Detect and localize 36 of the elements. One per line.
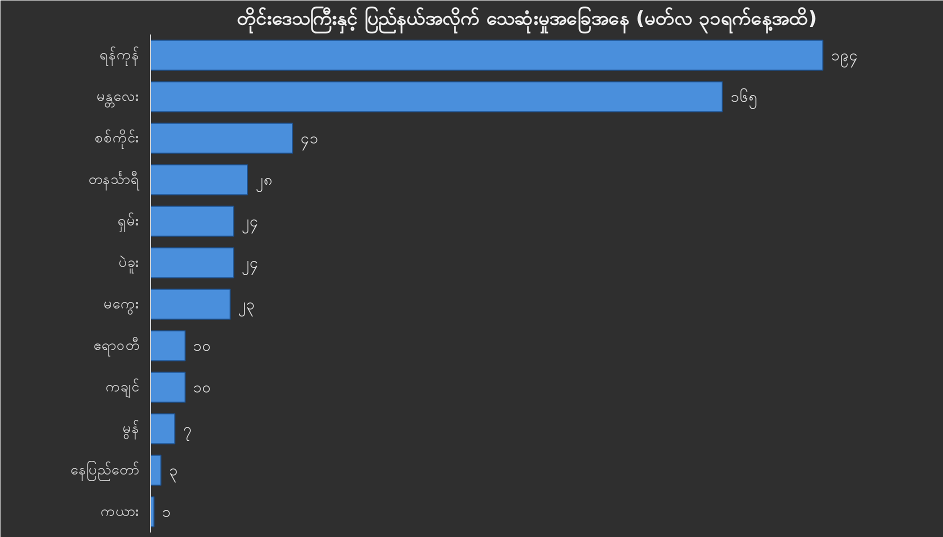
chart-title: တိုင်းဒေသကြီးနှင့် ပြည်နယ်အလိုက် သေဆုံးမှုအခြေအနေ (မတ်လ ၃၁ရက်နေ့အထိ)	[237, 4, 817, 34]
bar	[150, 247, 234, 278]
y-tick-label: မန္တလေး	[96, 88, 140, 107]
y-tick-label: ကယား	[100, 504, 140, 520]
y-tick-label: မွန်	[122, 420, 140, 439]
y-tick-label: မကွေး	[104, 296, 140, 314]
bar	[150, 81, 723, 112]
data-label: ၁	[162, 502, 171, 521]
bar	[150, 122, 294, 154]
bar	[150, 454, 162, 486]
data-label: ၂၃	[238, 295, 256, 316]
data-label: ၂၄	[242, 254, 259, 275]
data-label: ၂၄	[242, 212, 259, 234]
bar	[150, 206, 234, 237]
data-label: ၁၀	[193, 378, 212, 396]
bar	[150, 413, 176, 444]
y-tick-label: စစ်ကိုင်း	[94, 130, 140, 148]
data-label: ၂၈	[256, 170, 273, 192]
bar	[150, 330, 186, 362]
bar	[150, 372, 186, 403]
bar	[150, 288, 231, 320]
data-label: ၃	[168, 461, 178, 482]
bar	[150, 164, 248, 196]
y-tick-label: ပဲခူး	[118, 254, 140, 273]
y-tick-label: ဧရာဝတီ	[94, 338, 140, 356]
data-label: ၁၀	[193, 336, 212, 355]
y-tick-label: ကချင်	[106, 379, 140, 398]
y-tick-label: တနင်္သာရီ	[88, 172, 140, 190]
y-tick-label: ရန်ကုန်	[100, 47, 140, 66]
data-label: ၄၁	[300, 129, 319, 150]
data-label: ၁၆၅	[730, 88, 758, 109]
y-tick-label: ရှမ်း	[118, 213, 140, 232]
y-tick-label: နေပြည်တော်	[70, 461, 140, 480]
data-label: ၁၉၄	[830, 46, 858, 68]
bar	[150, 40, 824, 71]
data-label: ၇	[182, 420, 192, 441]
